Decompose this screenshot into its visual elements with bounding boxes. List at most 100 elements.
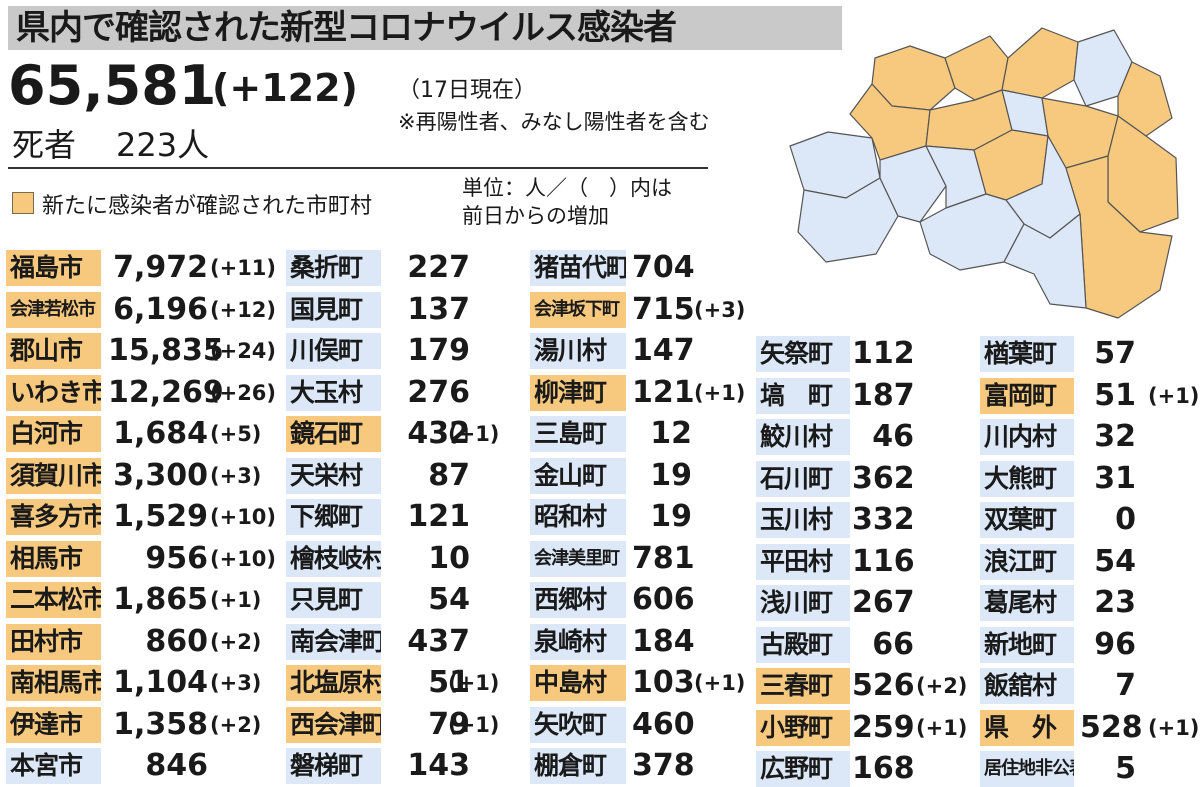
municipality-change: (+1) bbox=[1148, 716, 1200, 740]
municipality-change: (+3) bbox=[210, 671, 262, 695]
unit-note-line1: 単位：人／（ ）内は bbox=[462, 176, 672, 200]
municipality-change: (+2) bbox=[210, 713, 262, 737]
municipality-name: 下郷町 bbox=[286, 499, 381, 535]
municipality-change: (+1) bbox=[916, 716, 968, 740]
map-region-n1 bbox=[944, 35, 1009, 101]
municipality-count: 31 bbox=[1094, 461, 1136, 496]
municipality-count: 259 bbox=[852, 710, 915, 745]
municipality-count: 528 bbox=[1080, 710, 1143, 745]
municipality-count: 956 bbox=[145, 541, 208, 576]
municipality-change: (+1) bbox=[448, 422, 500, 446]
fukushima-map bbox=[789, 27, 1179, 319]
total-cases: 65,581 bbox=[8, 54, 217, 117]
unit-note-line2: 前日からの増加 bbox=[462, 204, 609, 228]
page-title: 県内で確認された新型コロナウイルス感染者 bbox=[8, 6, 842, 50]
municipality-name: 矢吹町 bbox=[530, 707, 626, 743]
municipality-name: 居住地非公表 bbox=[980, 751, 1074, 787]
inclusion-note: ※再陽性者、みなし陽性者を含む bbox=[398, 110, 710, 134]
municipality-name: 石川町 bbox=[756, 461, 850, 497]
municipality-count: 460 bbox=[632, 707, 695, 742]
municipality-change: (+1) bbox=[210, 588, 262, 612]
municipality-count: 1,529 bbox=[113, 499, 208, 534]
municipality-count: 227 bbox=[407, 250, 470, 285]
municipality-count: 87 bbox=[428, 458, 470, 493]
municipality-change: (+5) bbox=[210, 422, 262, 446]
municipality-name: 県 外 bbox=[980, 710, 1074, 746]
municipality-name: 伊達市 bbox=[6, 707, 101, 743]
municipality-count: 1,104 bbox=[113, 665, 208, 700]
municipality-name: 棚倉町 bbox=[530, 748, 626, 784]
municipality-name: 新地町 bbox=[980, 627, 1074, 663]
municipality-count: 606 bbox=[632, 582, 695, 617]
map-region-n2 bbox=[1001, 27, 1079, 99]
municipality-name: 昭和村 bbox=[530, 499, 626, 535]
municipality-count: 32 bbox=[1094, 419, 1136, 454]
municipality-count: 267 bbox=[852, 585, 915, 620]
municipality-count: 147 bbox=[632, 333, 695, 368]
municipality-change: (+2) bbox=[916, 674, 968, 698]
municipality-name: 会津美里町 bbox=[530, 541, 626, 577]
municipality-name: 富岡町 bbox=[980, 378, 1074, 414]
municipality-name: 双葉町 bbox=[980, 502, 1074, 538]
municipality-name: 平田村 bbox=[756, 544, 850, 580]
municipality-name: 会津坂下町 bbox=[530, 292, 626, 328]
municipality-count: 432 bbox=[407, 416, 470, 451]
municipality-name: 中島村 bbox=[530, 665, 626, 701]
map-region-s5 bbox=[1003, 213, 1087, 309]
municipality-change: (+3) bbox=[210, 464, 262, 488]
municipality-count: 0 bbox=[1115, 502, 1136, 537]
municipality-count: 5 bbox=[1115, 751, 1136, 786]
municipality-count: 137 bbox=[407, 292, 470, 327]
municipality-count: 3,300 bbox=[113, 458, 208, 493]
municipality-count: 54 bbox=[428, 582, 470, 617]
municipality-name: 泉崎村 bbox=[530, 624, 626, 660]
unit-note: 単位：人／（ ）内は 前日からの増加 bbox=[462, 174, 672, 230]
municipality-count: 12 bbox=[650, 416, 692, 451]
municipality-change: (+1) bbox=[694, 671, 746, 695]
municipality-name: 金山町 bbox=[530, 458, 626, 494]
municipality-count: 184 bbox=[632, 624, 695, 659]
municipality-name: 大熊町 bbox=[980, 461, 1074, 497]
municipality-name: 湯川村 bbox=[530, 333, 626, 369]
municipality-name: 浅川町 bbox=[756, 585, 850, 621]
municipality-count: 15,835 bbox=[108, 333, 224, 368]
municipality-count: 96 bbox=[1094, 627, 1136, 662]
municipality-name: 鏡石町 bbox=[286, 416, 381, 452]
municipality-name: 小野町 bbox=[756, 710, 850, 746]
municipality-count: 51 bbox=[428, 665, 470, 700]
municipality-name: 田村市 bbox=[6, 624, 101, 660]
municipality-name: 磐梯町 bbox=[286, 748, 381, 784]
municipality-change: (+24) bbox=[210, 339, 277, 363]
municipality-count: 121 bbox=[632, 375, 695, 410]
municipality-count: 276 bbox=[407, 375, 470, 410]
municipality-count: 57 bbox=[1094, 336, 1136, 371]
municipality-count: 846 bbox=[145, 748, 208, 783]
municipality-name: 南相馬市 bbox=[6, 665, 101, 701]
municipality-change: (+1) bbox=[448, 671, 500, 695]
municipality-name: 郡山市 bbox=[6, 333, 101, 369]
municipality-name: 葛尾村 bbox=[980, 585, 1074, 621]
municipality-count: 143 bbox=[407, 748, 470, 783]
municipality-count: 19 bbox=[650, 458, 692, 493]
municipality-name: 北塩原村 bbox=[286, 665, 381, 701]
municipality-name: 白河市 bbox=[6, 416, 101, 452]
municipality-count: 23 bbox=[1094, 585, 1136, 620]
municipality-count: 103 bbox=[632, 665, 695, 700]
municipality-name: 檜枝岐村 bbox=[286, 541, 381, 577]
municipality-change: (+12) bbox=[210, 298, 277, 322]
municipality-count: 378 bbox=[632, 748, 695, 783]
deaths-label: 死者 bbox=[12, 126, 77, 164]
municipality-count: 715 bbox=[632, 292, 695, 327]
municipality-name: 川俣町 bbox=[286, 333, 381, 369]
municipality-change: (+3) bbox=[694, 298, 746, 322]
municipality-name: 玉川村 bbox=[756, 502, 850, 538]
municipality-change: (+10) bbox=[210, 505, 277, 529]
municipality-change: (+10) bbox=[210, 547, 277, 571]
municipality-name: 楢葉町 bbox=[980, 336, 1074, 372]
municipality-count: 12,269 bbox=[108, 375, 224, 410]
municipality-count: 526 bbox=[852, 668, 915, 703]
municipality-name: 西会津町 bbox=[286, 707, 381, 743]
municipality-count: 46 bbox=[872, 419, 914, 454]
municipality-count: 116 bbox=[852, 544, 915, 579]
municipality-name: 須賀川市 bbox=[6, 458, 101, 494]
